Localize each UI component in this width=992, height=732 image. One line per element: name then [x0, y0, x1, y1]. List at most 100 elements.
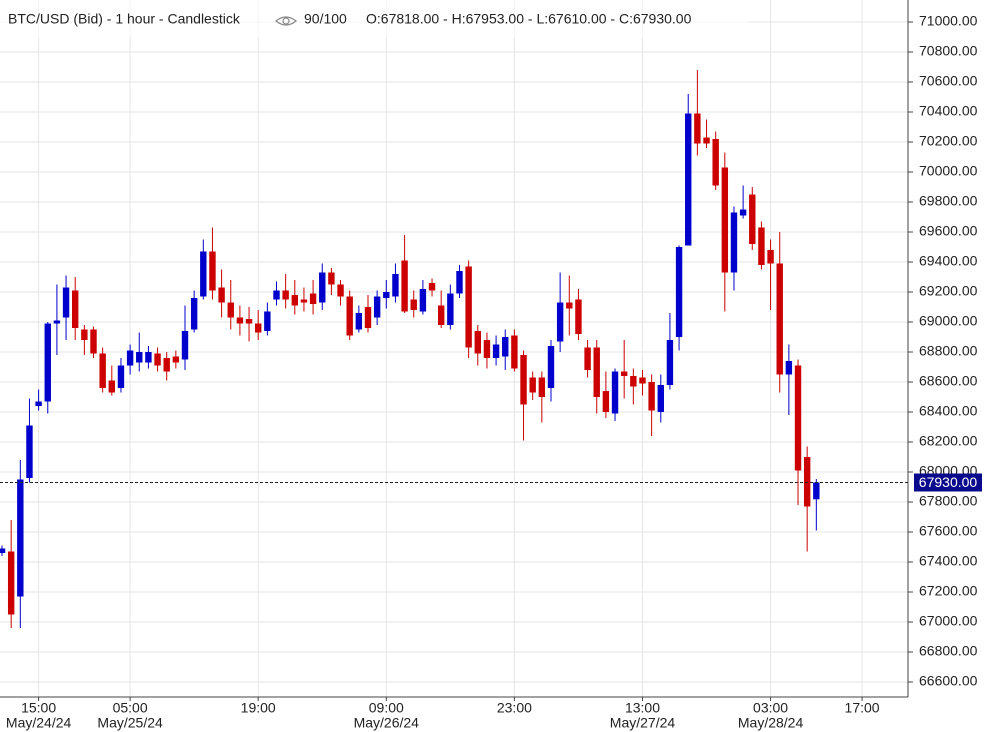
candle-body [575, 299, 582, 334]
last-price-label: 67930.00 [919, 474, 978, 490]
candle-body [126, 350, 134, 366]
candle-body [392, 274, 399, 297]
header-backdrop [0, 0, 750, 38]
candle-body [474, 331, 481, 354]
candle-body [511, 335, 518, 369]
candle-body [749, 194, 756, 244]
candle-body [264, 311, 271, 331]
candle-body [273, 290, 280, 300]
candle-body [117, 365, 125, 388]
y-tick-label: 68800.00 [919, 343, 978, 359]
candle-body [90, 329, 97, 354]
candle-body [44, 323, 51, 402]
candle-body [319, 272, 326, 303]
y-tick-label: 66600.00 [919, 673, 978, 689]
candle-body [566, 302, 573, 309]
y-tick-label: 66800.00 [919, 643, 978, 659]
x-date-label: May/25/24 [97, 715, 163, 731]
candle-body [465, 266, 472, 348]
candle-body [364, 307, 372, 328]
candle-body [419, 289, 427, 312]
candle-body [72, 290, 79, 328]
candle-body [410, 299, 417, 310]
candle-body [99, 353, 106, 388]
y-tick-label: 67600.00 [919, 523, 978, 539]
candle-body [373, 296, 381, 318]
candle-body [81, 329, 88, 340]
x-tick-label: 17:00 [845, 700, 880, 716]
candle-body [209, 251, 216, 291]
candle-body [447, 293, 454, 325]
candle-body [529, 377, 536, 393]
candle-body [227, 302, 234, 318]
candle-body [758, 227, 765, 265]
candle-body [401, 260, 408, 312]
candle-body [520, 355, 527, 405]
candle-body [282, 290, 289, 300]
candle-body [593, 347, 600, 397]
transparency: 90/100 [304, 11, 347, 27]
candle-body [428, 283, 436, 291]
candle-body [172, 356, 180, 363]
y-tick-label: 67800.00 [919, 493, 978, 509]
candle-body [163, 358, 170, 372]
candle-body [35, 401, 42, 406]
x-tick-label: 09:00 [369, 700, 404, 716]
ohlc-readout: O:67818.00 - H:67953.00 - L:67610.00 - C… [366, 11, 692, 27]
candle-body [328, 272, 335, 285]
x-tick-label: 23:00 [497, 700, 532, 716]
y-tick-label: 68400.00 [919, 403, 978, 419]
candle-body [26, 425, 33, 478]
candle-body [611, 371, 619, 414]
candle-body [300, 299, 308, 303]
y-tick-label: 67200.00 [919, 583, 978, 599]
chart-title: BTC/USD (Bid) - 1 hour - Candlestick [8, 11, 241, 27]
candle-body [547, 346, 555, 388]
candle-body [346, 296, 353, 336]
candle-body [648, 382, 655, 411]
candle-body [538, 377, 546, 397]
candle-body [145, 352, 152, 363]
candle-body [767, 250, 774, 264]
candle-body [62, 287, 70, 318]
y-tick-label: 68200.00 [919, 433, 978, 449]
candle-body [245, 319, 253, 324]
y-tick-label: 70400.00 [919, 103, 978, 119]
candle-body [108, 380, 116, 393]
candle-body [456, 271, 463, 294]
y-tick-label: 70000.00 [919, 163, 978, 179]
y-tick-label: 68600.00 [919, 373, 978, 389]
x-date-label: May/28/24 [738, 715, 804, 731]
candle-body [355, 313, 363, 330]
candle-body [309, 293, 317, 304]
candle-body [53, 320, 61, 324]
candle-body [785, 361, 793, 375]
candle-body [236, 317, 244, 324]
candle-body [776, 263, 783, 375]
y-tick-label: 69800.00 [919, 193, 978, 209]
x-tick-label: 19:00 [241, 700, 276, 716]
grid [0, 0, 908, 697]
candle-body [721, 167, 729, 273]
candle-body [630, 376, 637, 387]
x-date-label: May/24/24 [6, 715, 72, 731]
last-price-box [914, 473, 982, 492]
candle-body [657, 385, 664, 412]
y-tick-label: 67000.00 [919, 613, 978, 629]
plot [0, 70, 820, 628]
x-date-label: May/26/24 [354, 715, 420, 731]
y-tick-label: 70800.00 [919, 43, 978, 59]
candle-body [602, 391, 610, 412]
y-tick-label: 70200.00 [919, 133, 978, 149]
candle-body [483, 340, 491, 358]
x-tick-label: 13:00 [625, 700, 660, 716]
eye-icon[interactable] [275, 16, 297, 26]
candle-body [254, 323, 262, 333]
candle-body [337, 284, 344, 297]
y-tick-label: 69400.00 [919, 253, 978, 269]
candle-body [7, 551, 15, 615]
candle-body [492, 344, 500, 358]
y-tick-label: 67400.00 [919, 553, 978, 569]
candle-body [17, 479, 24, 597]
